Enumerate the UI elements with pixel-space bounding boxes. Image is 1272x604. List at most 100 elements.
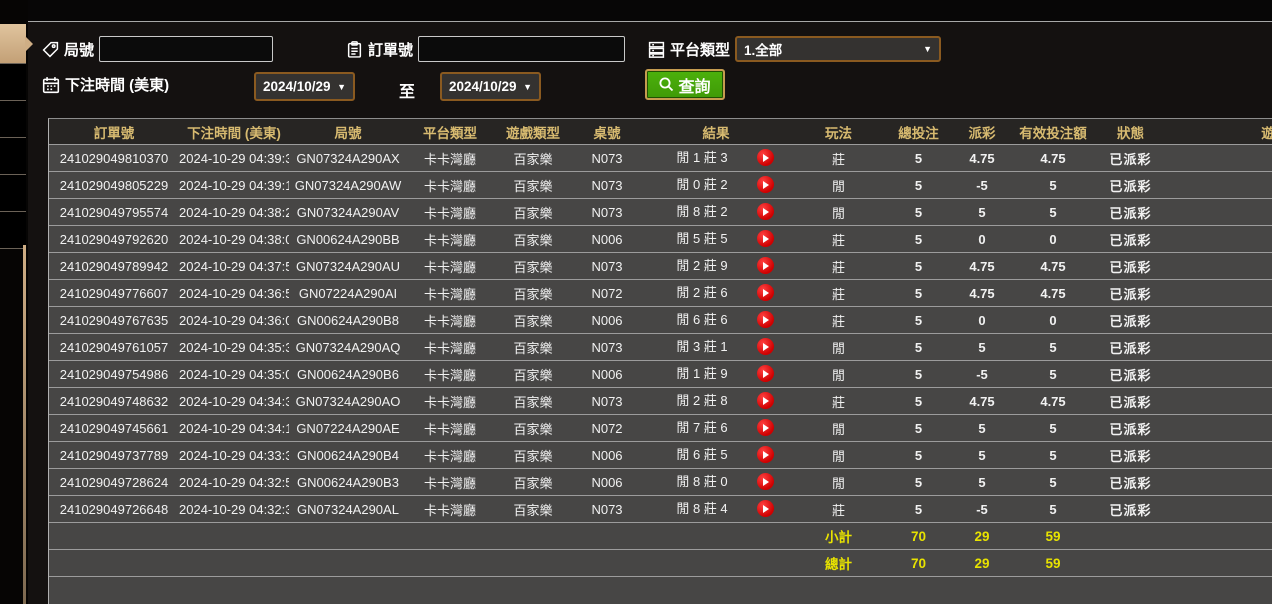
total-row-empty [407, 549, 493, 577]
cell-game-type: 百家樂 [493, 333, 573, 361]
cell-table-no: N006 [573, 360, 641, 388]
total-row: 總計 70 29 59 [49, 549, 1272, 577]
chevron-down-icon: ▼ [337, 81, 346, 92]
subtotal-row-total-bet: 70 [886, 522, 951, 550]
cell-order-no: 241029049754986 [49, 360, 179, 388]
tag-icon [42, 41, 59, 57]
play-video-icon[interactable] [757, 149, 774, 166]
sidebar-tab[interactable] [0, 174, 26, 211]
cell-result: 閒 8 莊 2 [641, 198, 791, 226]
cell-status: 已派彩 [1093, 468, 1168, 496]
play-video-icon[interactable] [757, 419, 774, 436]
date-from-dropdown[interactable]: 2024/10/29 ▼ [254, 72, 355, 101]
game-no-field: 局號 [42, 36, 274, 62]
sidebar-tab[interactable] [0, 211, 26, 249]
cell-game-no: GN07324A290AW [289, 171, 407, 199]
cell-game-no: GN00624A290BB [289, 225, 407, 253]
order-no-input[interactable] [418, 36, 626, 62]
cell-order-no: 241029049728624 [49, 468, 179, 496]
col-header-table_no: 桌號 [573, 119, 641, 145]
table-row: 241029049754986 2024-10-29 04:35:03 GN0062… [49, 360, 1272, 388]
total-row-empty [289, 549, 407, 577]
play-video-icon[interactable] [757, 284, 774, 301]
sidebar-rail [23, 245, 26, 604]
play-video-icon[interactable] [757, 338, 774, 355]
cell-status: 已派彩 [1093, 495, 1168, 523]
play-video-icon[interactable] [757, 203, 774, 220]
cell-valid-bet: 5 [1013, 360, 1093, 388]
total-row-empty [641, 549, 791, 577]
search-button[interactable]: 查詢 [645, 69, 725, 100]
search-button-label: 查詢 [678, 78, 711, 96]
play-video-icon[interactable] [757, 500, 774, 517]
result-text: 閒 6 莊 5 [676, 447, 728, 462]
cell-play: 莊 [791, 225, 886, 253]
play-video-icon[interactable] [757, 176, 774, 193]
cell-extra [1168, 360, 1272, 388]
cell-status: 已派彩 [1093, 198, 1168, 226]
cell-play: 閒 [791, 468, 886, 496]
empty-filler-row [49, 576, 1272, 604]
play-video-icon[interactable] [757, 446, 774, 463]
cell-play: 閒 [791, 414, 886, 442]
cell-bet-time: 2024-10-29 04:33:34 [179, 441, 289, 469]
cell-bet-time: 2024-10-29 04:32:50 [179, 468, 289, 496]
table-row: 241029049737789 2024-10-29 04:33:34 GN0062… [49, 441, 1272, 469]
date-from-value: 2024/10/29 [263, 79, 331, 94]
cell-payout: 0 [951, 225, 1013, 253]
col-header-order_no: 訂單號 [49, 119, 179, 145]
result-text: 閒 7 莊 6 [676, 420, 728, 435]
sidebar-tab-active[interactable] [0, 24, 33, 63]
cell-payout: 4.75 [951, 387, 1013, 415]
cell-play: 閒 [791, 171, 886, 199]
sidebar-tab[interactable] [0, 137, 26, 174]
subtotal-row-valid-bet: 59 [1013, 522, 1093, 550]
subtotal-row-empty [49, 522, 179, 550]
cell-valid-bet: 5 [1013, 468, 1093, 496]
subtotal-row-empty [289, 522, 407, 550]
cell-result: 閒 2 莊 8 [641, 387, 791, 415]
platform-list-icon [648, 41, 665, 58]
cell-game-no: GN07224A290AE [289, 414, 407, 442]
calendar-icon [42, 76, 60, 93]
subtotal-row-empty [573, 522, 641, 550]
cell-order-no: 241029049789942 [49, 252, 179, 280]
result-text: 閒 2 莊 8 [676, 393, 728, 408]
total-row-valid-bet: 59 [1013, 549, 1093, 577]
result-text: 閒 8 莊 4 [676, 501, 728, 516]
cell-bet-time: 2024-10-29 04:34:31 [179, 387, 289, 415]
cell-game-no: GN07224A290AI [289, 279, 407, 307]
cell-game-no: GN00624A290B8 [289, 306, 407, 334]
game-no-input[interactable] [99, 36, 274, 62]
cell-order-no: 241029049792620 [49, 225, 179, 253]
total-row-payout: 29 [951, 549, 1013, 577]
cell-total-bet: 5 [886, 306, 951, 334]
subtotal-row-empty [641, 522, 791, 550]
play-video-icon[interactable] [757, 311, 774, 328]
sidebar-tab[interactable] [0, 63, 26, 100]
cell-result: 閒 6 莊 5 [641, 441, 791, 469]
play-video-icon[interactable] [757, 365, 774, 382]
play-video-icon[interactable] [757, 473, 774, 490]
platform-type-dropdown[interactable]: 1.全部 ▼ [735, 36, 942, 62]
cell-table-no: N072 [573, 414, 641, 442]
cell-platform: 卡卡灣廳 [407, 387, 493, 415]
cell-game-type: 百家樂 [493, 144, 573, 172]
cell-table-no: N073 [573, 144, 641, 172]
date-to-dropdown[interactable]: 2024/10/29 ▼ [440, 72, 541, 101]
play-video-icon[interactable] [757, 392, 774, 409]
cell-play: 閒 [791, 198, 886, 226]
cell-play: 莊 [791, 306, 886, 334]
play-video-icon[interactable] [757, 257, 774, 274]
cell-status: 已派彩 [1093, 171, 1168, 199]
cell-extra [1168, 468, 1272, 496]
subtotal-row: 小計 70 29 59 [49, 522, 1272, 550]
table-header-row: 訂單號 下注時間 (美東) 局號 平台類型 遊戲類型 桌號 結果 玩法 總投注 派彩 有效投注額 狀態… [49, 119, 1272, 145]
cell-game-no: GN07324A290AU [289, 252, 407, 280]
play-video-icon[interactable] [757, 230, 774, 247]
chevron-down-icon: ▼ [923, 44, 933, 54]
sidebar-tab[interactable] [0, 100, 26, 137]
cell-result: 閒 2 莊 9 [641, 252, 791, 280]
cell-platform: 卡卡灣廳 [407, 252, 493, 280]
